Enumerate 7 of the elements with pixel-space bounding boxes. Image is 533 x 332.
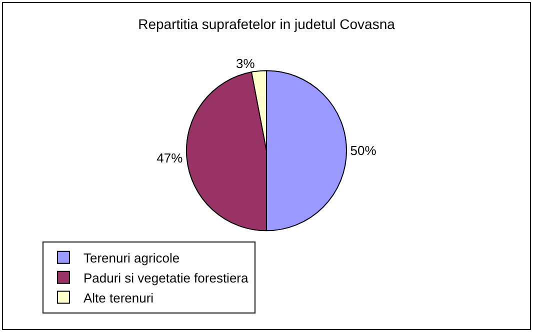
legend-label: Terenuri agricole (83, 250, 180, 266)
data-label: 47% (156, 150, 184, 166)
data-label: 50% (350, 143, 377, 158)
legend-label: Paduri si vegetatie forestiera (83, 270, 250, 286)
chart-title: Repartitia suprafetelor in judetul Covasna (138, 16, 396, 32)
data-label: 3% (236, 56, 256, 72)
legend-label: Alte terenuri (83, 290, 154, 306)
